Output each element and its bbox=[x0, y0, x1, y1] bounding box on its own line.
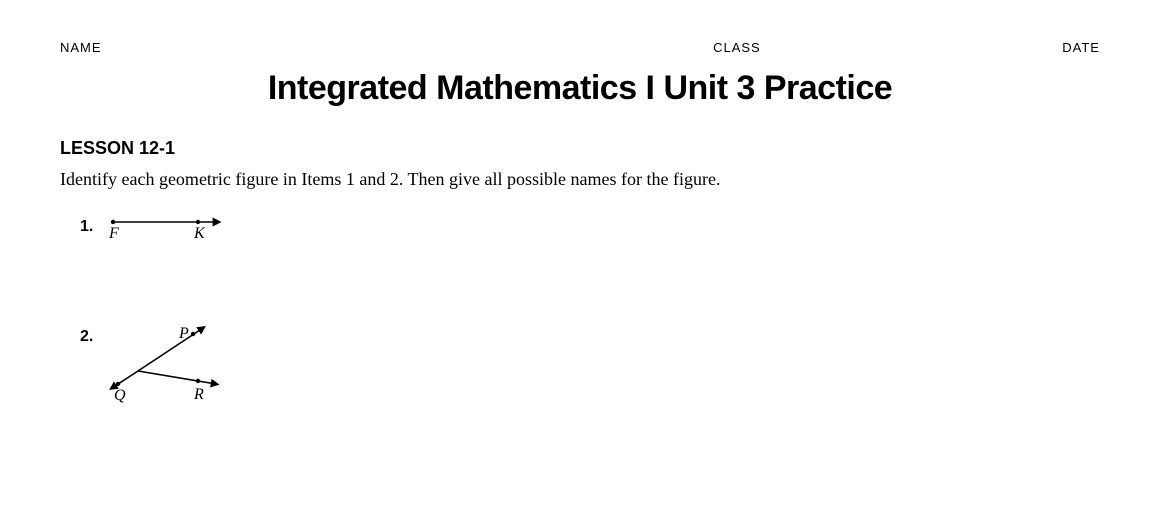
item-2-figure: P Q R bbox=[108, 324, 238, 419]
item-1-number: 1. bbox=[80, 218, 93, 236]
name-label: NAME bbox=[60, 40, 102, 55]
point-p-label: P bbox=[178, 325, 189, 342]
lesson-heading: LESSON 12-1 bbox=[60, 138, 1100, 159]
item-2-number: 2. bbox=[80, 328, 93, 346]
item-1: 1. F K bbox=[80, 218, 1100, 258]
date-label: DATE bbox=[1062, 40, 1100, 55]
angle-pqr-svg: P Q R bbox=[108, 324, 238, 414]
worksheet-header: NAME CLASS DATE bbox=[60, 40, 1100, 55]
page-title: Integrated Mathematics I Unit 3 Practice bbox=[60, 69, 1100, 108]
ray-fk-svg: F K bbox=[108, 212, 238, 242]
point-k-label: K bbox=[193, 225, 206, 242]
point-f-label: F bbox=[108, 225, 119, 242]
point-q-label: Q bbox=[114, 387, 126, 404]
item-1-figure: F K bbox=[108, 212, 238, 247]
item-2: 2. P Q R bbox=[80, 328, 1100, 418]
instruction-text: Identify each geometric figure in Items … bbox=[60, 169, 1100, 190]
point-r-label: R bbox=[193, 386, 204, 403]
class-label: CLASS bbox=[713, 40, 761, 55]
